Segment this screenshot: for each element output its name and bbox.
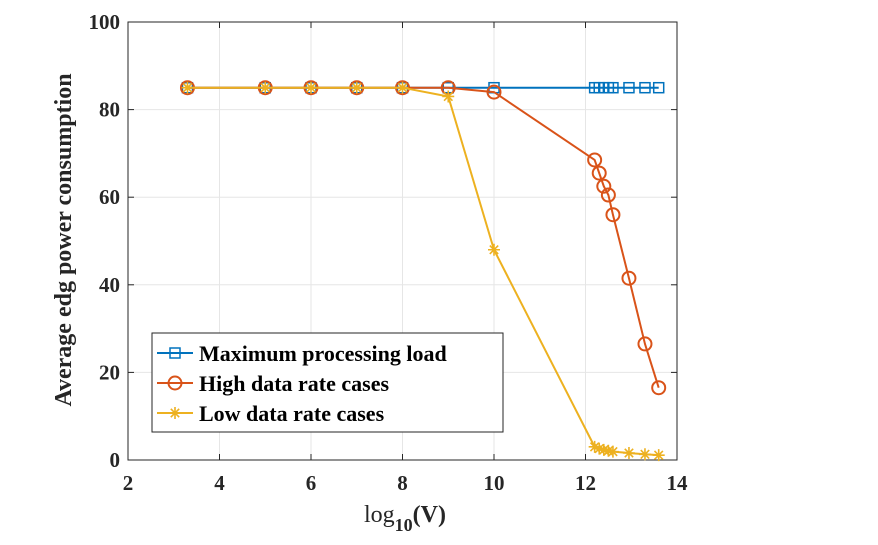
data-point — [605, 207, 621, 223]
data-point — [486, 84, 502, 100]
x-tick-label: 4 — [214, 471, 225, 495]
data-point — [305, 81, 317, 94]
y-tick-label: 100 — [89, 10, 121, 34]
legend: Maximum processing load High data rate ca… — [151, 332, 504, 433]
legend-label: Maximum processing load — [199, 341, 447, 366]
y-tick-label: 0 — [110, 448, 121, 472]
data-point — [621, 270, 637, 286]
legend-label: Low data rate cases — [199, 401, 385, 426]
data-point — [587, 152, 603, 168]
data-point — [606, 445, 619, 458]
data-point — [652, 449, 665, 462]
data-point — [623, 81, 635, 94]
series-layer — [179, 80, 667, 462]
x-tick-label: 8 — [397, 471, 408, 495]
data-point — [396, 81, 409, 94]
data-point — [259, 81, 272, 94]
data-point — [637, 336, 653, 352]
legend-marker — [167, 375, 183, 391]
data-point — [181, 81, 194, 94]
data-point — [652, 81, 665, 94]
data-point — [638, 448, 651, 461]
x-tick-label: 14 — [667, 471, 689, 495]
y-tick-label: 60 — [99, 185, 120, 209]
data-point — [591, 165, 607, 181]
legend-marker — [169, 347, 181, 359]
series-3 — [181, 81, 665, 462]
data-point — [622, 446, 635, 459]
data-point — [639, 81, 651, 94]
y-tick-label: 80 — [99, 98, 120, 122]
data-point — [651, 380, 667, 396]
data-point — [600, 187, 616, 203]
legend-box — [151, 332, 504, 433]
legend-marker — [169, 407, 181, 419]
data-point — [588, 440, 601, 453]
x-axis-label: log10(V) — [364, 502, 446, 535]
data-point — [442, 90, 455, 103]
y-tick-label: 40 — [99, 273, 120, 297]
tick-labels: 2 4 6 8 10 12 14 0 20 40 60 80 100 — [89, 10, 689, 495]
x-tick-label: 10 — [484, 471, 505, 495]
x-tick-label: 2 — [123, 471, 134, 495]
x-tick-label: 12 — [575, 471, 596, 495]
y-tick-label: 20 — [99, 360, 120, 384]
data-point — [607, 81, 619, 94]
data-point — [488, 243, 500, 256]
data-point — [602, 444, 615, 457]
x-tick-label: 6 — [306, 471, 317, 495]
data-point — [596, 178, 612, 194]
y-axis-label: Average edg power consumption — [51, 73, 77, 406]
data-point — [597, 443, 610, 456]
data-point — [593, 442, 606, 455]
plot-frame — [127, 21, 678, 461]
data-point — [350, 81, 363, 94]
axes — [127, 21, 678, 461]
legend-label: High data rate cases — [199, 371, 389, 396]
